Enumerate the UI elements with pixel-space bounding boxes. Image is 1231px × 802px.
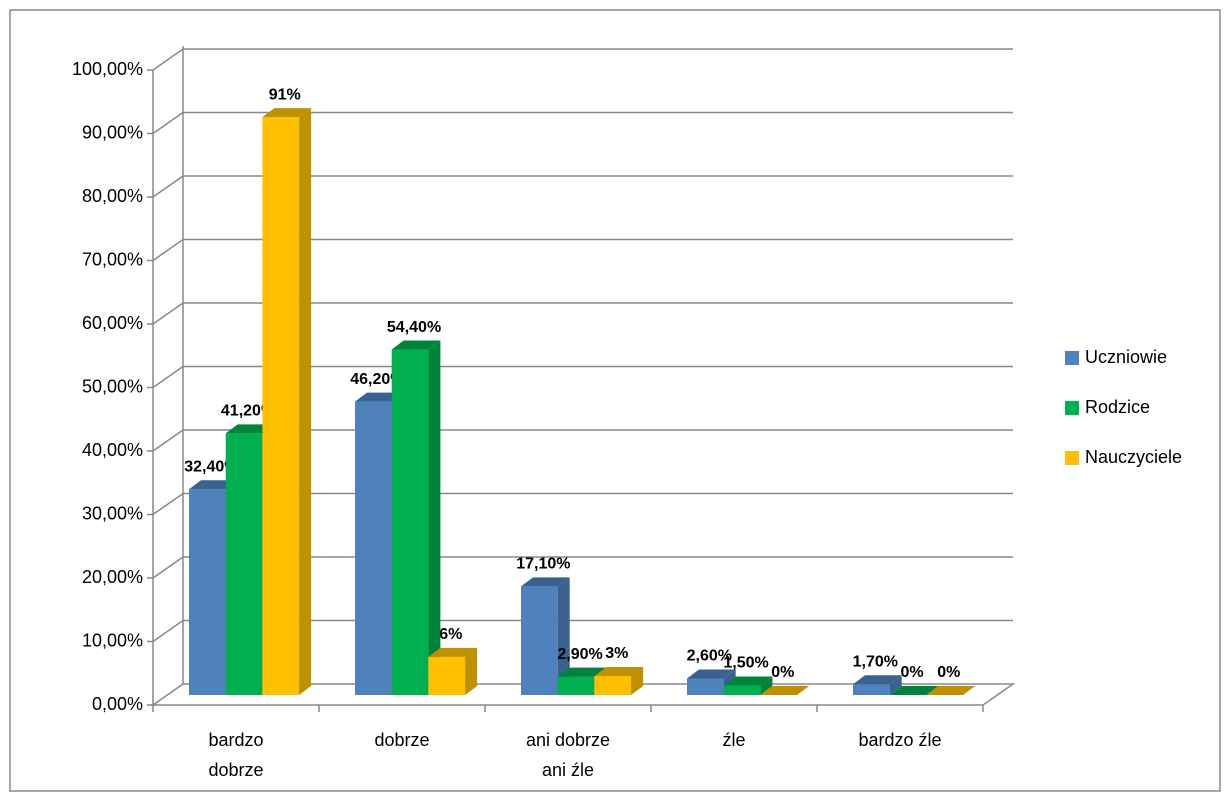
bar-front	[853, 684, 890, 695]
legend-label: Uczniowie	[1085, 347, 1167, 367]
y-tick-label: 60,00%	[82, 313, 143, 333]
bar-front	[557, 676, 595, 695]
bar-front	[521, 586, 558, 695]
legend-swatch	[1065, 451, 1079, 465]
value-label: 0%	[937, 664, 960, 681]
bar-front	[355, 401, 392, 695]
bar-front	[391, 349, 429, 695]
y-tick-label: 30,00%	[82, 503, 143, 523]
bar-top	[889, 686, 939, 695]
bar-front	[189, 489, 226, 695]
value-label: 2,90%	[557, 646, 602, 663]
bar-side	[428, 340, 441, 695]
bar-side	[299, 108, 312, 695]
grid-line	[152, 365, 1013, 389]
bar-top	[760, 686, 810, 695]
grid-line	[152, 175, 1013, 198]
y-tick-label: 70,00%	[82, 249, 143, 269]
legend-label: Nauczyciele	[1085, 447, 1182, 467]
y-tick-label: 90,00%	[82, 122, 143, 142]
bar-front	[594, 675, 632, 695]
value-label: 0%	[771, 664, 794, 681]
bar-top	[594, 666, 644, 676]
y-tick-label: 10,00%	[82, 630, 143, 650]
bar-top	[723, 676, 773, 686]
bar-top	[262, 108, 312, 118]
value-label: 2,60%	[687, 648, 732, 665]
value-label: 32,40%	[184, 458, 238, 475]
x-tick-label: dobrze	[374, 730, 430, 750]
value-label: 54,40%	[387, 319, 441, 336]
legend-swatch	[1065, 351, 1079, 365]
value-label: 3%	[605, 645, 628, 662]
y-tick-label: 40,00%	[82, 440, 143, 460]
grid-line	[152, 111, 1013, 135]
bar-top	[926, 686, 976, 695]
value-label: 1,70%	[853, 653, 898, 670]
y-tick-label: 100,00%	[72, 59, 143, 79]
bar-side	[889, 675, 902, 695]
legend-swatch	[1065, 401, 1079, 415]
bar-front	[428, 656, 466, 695]
grid-line	[152, 302, 1013, 325]
x-tick-label: źle	[722, 730, 746, 750]
bar-side	[760, 676, 773, 695]
value-label: 0%	[900, 664, 923, 681]
grid-line	[152, 556, 1013, 579]
bar-top	[521, 577, 570, 587]
y-tick-label: 20,00%	[82, 567, 143, 587]
y-tick-label: 50,00%	[82, 376, 143, 396]
legend-label: Rodzice	[1085, 397, 1150, 417]
y-tick-label: 80,00%	[82, 186, 143, 206]
bar-top	[355, 392, 404, 402]
value-label: 17,10%	[516, 556, 570, 573]
bar-top	[225, 424, 275, 434]
bar-front	[225, 433, 263, 695]
value-label: 6%	[439, 626, 462, 643]
bar-side	[465, 647, 478, 695]
bar-side	[557, 577, 570, 695]
bar-top	[391, 340, 441, 350]
bar-side	[631, 666, 644, 695]
grid-line	[152, 48, 1013, 71]
grid-line	[152, 492, 1013, 516]
x-tick-label: bardzo źle	[858, 730, 942, 750]
bar-front	[723, 685, 761, 695]
bar-top	[853, 675, 902, 685]
value-label: 1,50%	[723, 655, 768, 672]
x-tick-label: bardzo dobrze	[208, 730, 264, 780]
grid-line	[152, 429, 1013, 452]
bar-top	[189, 480, 238, 490]
bar-front	[262, 117, 300, 695]
y-tick-label: 0,00%	[92, 694, 143, 714]
value-label: 46,20%	[350, 371, 404, 388]
bar-top	[687, 669, 736, 679]
bar-top	[557, 667, 607, 677]
x-tick-label: ani dobrze ani źle	[525, 730, 611, 780]
bar-front	[687, 678, 724, 695]
grid-line	[152, 619, 1013, 643]
grid-line	[152, 238, 1013, 262]
value-label: 91%	[269, 86, 301, 103]
value-label: 41,20%	[221, 403, 275, 420]
bar-top	[428, 647, 478, 657]
